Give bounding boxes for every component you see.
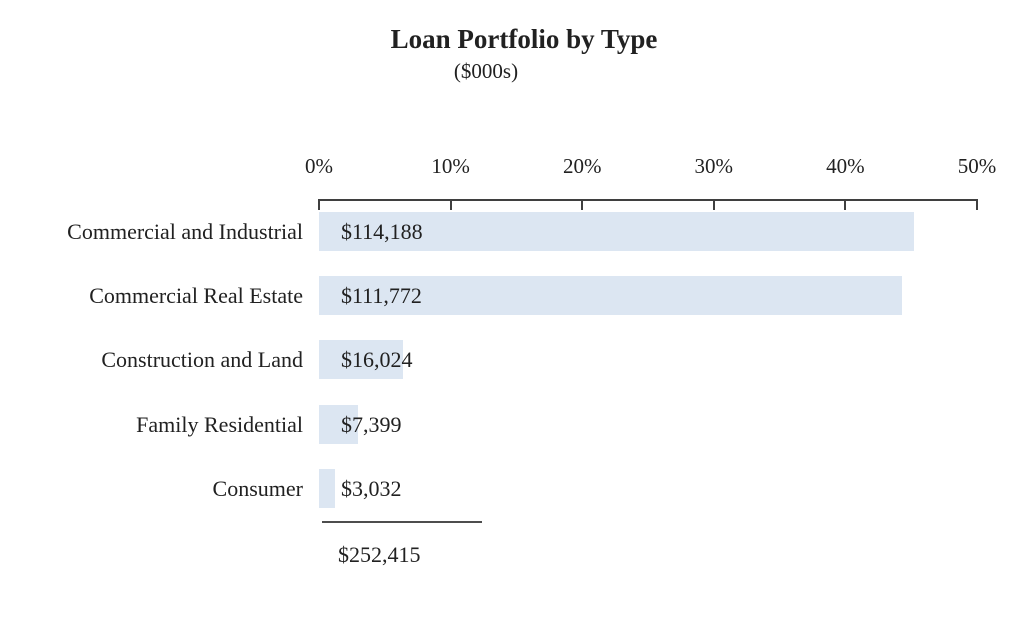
x-axis-tick-mark [712,199,715,210]
category-label: Family Residential [136,412,303,437]
bar-consumer [319,469,335,508]
total-underline [322,521,482,523]
bar-row-family-residential: Family Residential $7,399 [0,405,1032,444]
category-label: Consumer [212,476,303,501]
x-axis-tick-label-30: 30% [694,154,734,178]
bar-family-residential [319,405,358,444]
total-value-label: $252,415 [338,542,421,567]
x-axis-tick-mark [449,199,452,210]
bar-row-commercial-real-estate: Commercial Real Estate $111,772 [0,276,1032,315]
bar-row-construction-and-land: Construction and Land $16,024 [0,340,1032,379]
x-axis-tick-mark [581,199,584,210]
x-axis-tick-label-50: 50% [957,154,997,178]
value-label: $3,032 [341,476,402,501]
category-label: Construction and Land [101,347,303,372]
bar-row-commercial-and-industrial: Commercial and Industrial $114,188 [0,212,1032,251]
value-label: $16,024 [341,347,413,372]
value-label: $114,188 [341,219,423,244]
x-axis-tick-label-40: 40% [826,154,865,178]
bar-row-consumer: Consumer $3,032 [0,469,1032,508]
x-axis-tick-mark [844,199,847,210]
value-label: $7,399 [341,412,402,437]
x-axis-tick-mark [976,199,978,210]
category-label: Commercial and Industrial [67,219,303,244]
category-label: Commercial Real Estate [89,283,303,308]
x-axis-tick-label-20: 20% [562,154,602,178]
bar-commercial-real-estate [319,276,902,315]
x-axis-line [319,199,977,201]
x-axis-tick-label-10: 10% [431,154,470,178]
x-axis-tick-mark [318,199,320,210]
bar-construction-and-land [319,340,403,379]
bar-commercial-and-industrial [319,212,915,251]
chart-title: Loan Portfolio by Type [390,24,658,54]
chart-subtitle: ($000s) [453,59,519,83]
x-axis-tick-label-0: 0% [305,154,333,178]
value-label: $111,772 [341,283,422,308]
